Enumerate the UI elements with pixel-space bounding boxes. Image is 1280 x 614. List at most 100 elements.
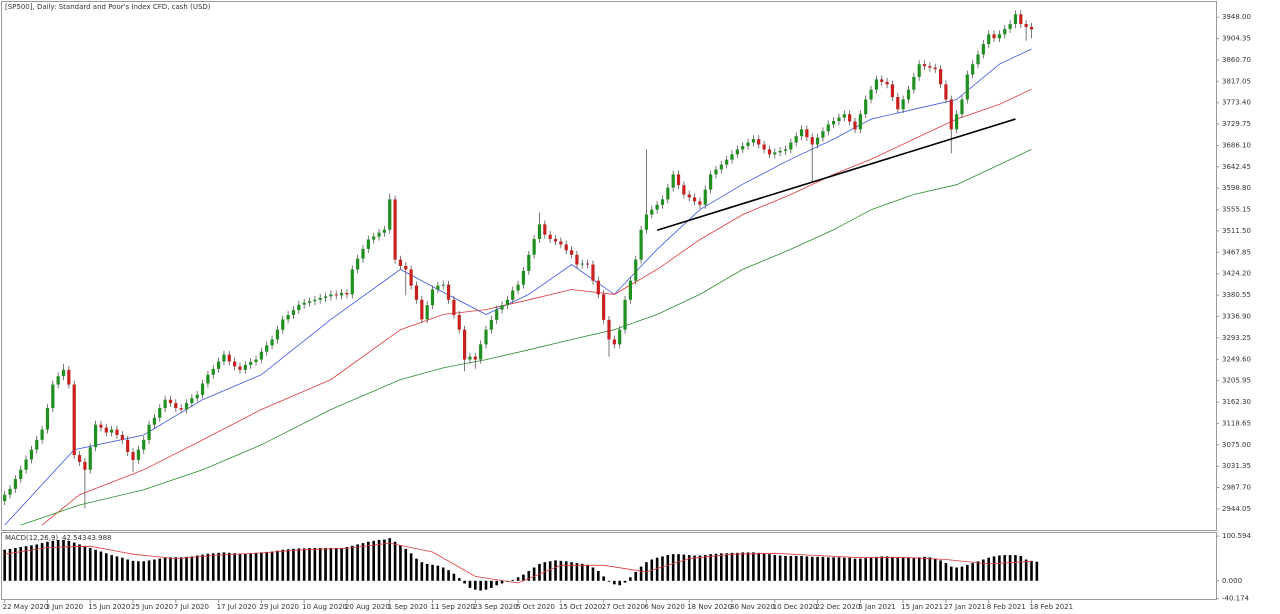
macd-bar xyxy=(318,547,322,581)
candle-body xyxy=(521,270,526,285)
y-tick-label: 3336.90 xyxy=(1222,312,1251,320)
macd-bar xyxy=(907,557,910,581)
candle-body xyxy=(227,354,231,362)
macd-bar xyxy=(372,540,375,581)
macd-bar xyxy=(46,541,49,581)
x-tick-label: 25 Jun 2020 xyxy=(131,603,173,611)
candle-body xyxy=(976,54,980,65)
macd-bar xyxy=(939,560,942,581)
x-tick-label: 27 Oct 2020 xyxy=(602,603,645,611)
candle-body xyxy=(949,99,953,130)
candle-body xyxy=(382,229,386,233)
macd-bar xyxy=(597,571,600,581)
macd-bar xyxy=(837,557,841,581)
candle-body xyxy=(110,429,114,433)
macd-bar xyxy=(784,555,787,581)
macd-bar xyxy=(340,547,343,581)
macd-bar xyxy=(313,547,317,581)
candle-body xyxy=(93,424,98,448)
candle-body xyxy=(511,290,515,300)
candle-body xyxy=(885,81,889,85)
candle-body xyxy=(810,137,814,145)
macd-bar xyxy=(270,551,274,581)
macd-bar xyxy=(500,580,504,584)
macd-bar xyxy=(591,567,595,581)
macd-bar xyxy=(185,556,188,581)
candle-body xyxy=(489,319,493,330)
candle-body xyxy=(569,250,574,255)
candle-body xyxy=(233,361,237,367)
macd-bar xyxy=(880,556,884,581)
candle-body xyxy=(339,292,344,296)
macd-bar xyxy=(334,547,338,581)
macd-bar xyxy=(121,557,124,581)
candle-body xyxy=(596,280,600,295)
candle-body xyxy=(479,344,483,360)
candle-body xyxy=(291,310,296,315)
macd-bar xyxy=(158,558,162,581)
y-tick-label: 2944.05 xyxy=(1222,505,1251,513)
candle-body xyxy=(120,434,124,440)
candle-body xyxy=(1013,14,1018,25)
macd-bar xyxy=(875,556,878,581)
candle-body xyxy=(441,284,445,286)
candle-body xyxy=(505,299,509,306)
candle-body xyxy=(612,339,616,345)
macd-bar xyxy=(452,573,456,581)
candle-body xyxy=(136,449,140,460)
candle-body xyxy=(388,199,392,230)
macd-bar xyxy=(923,556,926,581)
macd-bar xyxy=(292,548,295,581)
candle-body xyxy=(404,266,408,270)
macd-bar xyxy=(249,553,252,581)
candle-body xyxy=(719,164,723,170)
macd-bar xyxy=(677,554,680,581)
y-tick-label: 3904.35 xyxy=(1222,35,1251,43)
candle-body xyxy=(548,234,552,240)
candle-body xyxy=(671,174,675,188)
macd-bar xyxy=(329,547,333,581)
y-tick-label: 3467.85 xyxy=(1222,248,1251,256)
candle-body xyxy=(725,159,729,165)
candle-body xyxy=(767,149,772,155)
macd-bar xyxy=(864,558,868,581)
macd-bar xyxy=(62,539,65,581)
candle-body xyxy=(206,374,210,384)
candle-body xyxy=(168,399,173,404)
macd-bar xyxy=(468,580,472,588)
candle-body xyxy=(666,187,670,200)
candle-body xyxy=(446,284,451,300)
macd-bar xyxy=(244,553,247,581)
x-tick-label: 30 Nov 2020 xyxy=(730,603,775,611)
macd-bar xyxy=(420,562,424,581)
macd-bar xyxy=(281,549,285,581)
y-tick-label: 3642.45 xyxy=(1222,163,1251,171)
candle-body xyxy=(618,329,622,345)
macd-bar xyxy=(217,552,220,581)
macd-bar xyxy=(297,548,301,581)
candle-body xyxy=(425,305,429,320)
macd-bar xyxy=(522,574,525,581)
macd-bar xyxy=(388,538,392,581)
candle-body xyxy=(24,459,28,470)
candle-body xyxy=(281,319,285,330)
candle-body xyxy=(377,232,381,237)
candle-body xyxy=(61,369,66,377)
signal-line xyxy=(4,542,1032,584)
candle-body xyxy=(628,280,632,300)
candle-body xyxy=(794,136,798,143)
candle-body xyxy=(500,305,504,310)
candle-body xyxy=(1008,24,1012,29)
candle-body xyxy=(1024,24,1028,27)
y-tick-label: 100.594 xyxy=(1222,532,1251,540)
macd-bar xyxy=(885,556,889,581)
y-tick-label: 0.000 xyxy=(1222,577,1242,585)
macd-bar xyxy=(409,553,413,581)
y-tick-label: 3249.60 xyxy=(1222,355,1251,363)
macd-bar xyxy=(661,556,664,581)
candle-body xyxy=(698,201,702,205)
macd-bar xyxy=(602,576,605,581)
candle-body xyxy=(644,214,649,230)
macd-bar xyxy=(447,570,450,581)
macd-bar xyxy=(548,561,552,581)
